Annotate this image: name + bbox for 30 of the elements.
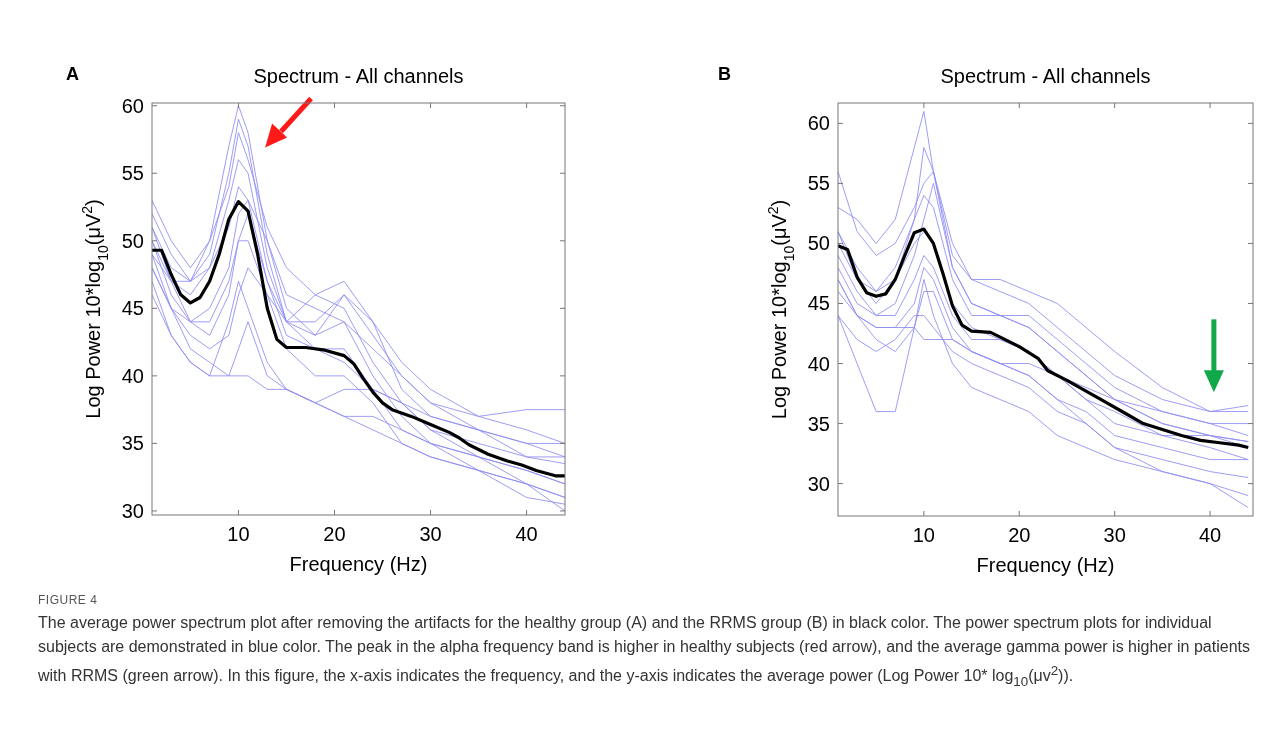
y-tick-label: 35 bbox=[807, 412, 830, 435]
y-tick-label: 30 bbox=[807, 472, 830, 495]
y-tick-label: 45 bbox=[807, 292, 830, 315]
x-axis-title: Frequency (Hz) bbox=[976, 554, 1115, 576]
text: B bbox=[718, 64, 731, 84]
text: A bbox=[66, 64, 79, 84]
x-tick-label: 30 bbox=[1103, 524, 1126, 546]
y-tick-label: 30 bbox=[121, 499, 144, 522]
x-tick-label: 20 bbox=[1008, 524, 1031, 546]
y-tick-label: 35 bbox=[121, 432, 144, 455]
x-tick-label: 30 bbox=[419, 523, 442, 545]
chart-title: Spectrum - All channels bbox=[253, 65, 464, 87]
x-tick-label: 40 bbox=[515, 523, 538, 545]
x-tick-label: 40 bbox=[1198, 524, 1222, 546]
y-tick-label: 50 bbox=[807, 232, 830, 255]
y-tick-label: 60 bbox=[121, 94, 144, 117]
y-tick-label: 60 bbox=[807, 112, 830, 135]
y-tick-label: 55 bbox=[807, 172, 830, 195]
x-axis-title: Frequency (Hz) bbox=[289, 553, 428, 575]
y-tick-label: 45 bbox=[121, 297, 144, 320]
x-tick-label: 10 bbox=[227, 523, 250, 545]
y-tick-label: 40 bbox=[807, 352, 830, 375]
caption: FIGURE 4 bbox=[38, 593, 99, 607]
chart-title: Spectrum - All channels bbox=[940, 65, 1151, 87]
y-tick-label: 50 bbox=[121, 229, 144, 252]
y-tick-label: 40 bbox=[121, 364, 144, 387]
y-tick-label: 55 bbox=[121, 162, 144, 185]
text: The average power spectrum plot after removing the artifacts for the healthy group (A) and the RRMS group (B) in black color. The power spectrum plots for individual subjects are demonstrated in blue color. The peak in the alpha frequency band is higher in healthy subjects (red arrow), and the average gamma power is higher in patients with RRMS (green arrow). In this figure, the x-axis indicates the frequency, and the y-axis indicates the average power (Log Power 10* log$_{10}$(μv$^{2}$)). bbox=[38, 613, 1251, 691]
x-tick-label: 20 bbox=[323, 523, 346, 545]
x-tick-label: 10 bbox=[912, 524, 935, 546]
